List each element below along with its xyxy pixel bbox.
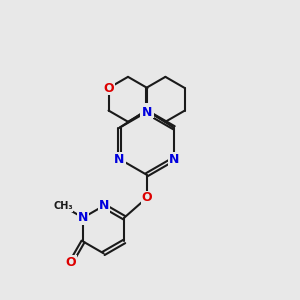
Text: O: O: [66, 256, 76, 268]
Text: N: N: [114, 153, 125, 166]
Text: O: O: [103, 82, 114, 94]
Text: N: N: [142, 106, 152, 118]
Text: O: O: [141, 191, 152, 204]
Text: N: N: [141, 104, 151, 117]
Text: N: N: [98, 199, 109, 212]
Text: N: N: [142, 104, 153, 117]
Text: N: N: [142, 106, 152, 118]
Text: N: N: [78, 211, 88, 224]
Text: N: N: [114, 153, 125, 166]
Text: N: N: [169, 153, 179, 166]
Text: N: N: [169, 153, 179, 166]
Text: CH₃: CH₃: [53, 201, 73, 211]
